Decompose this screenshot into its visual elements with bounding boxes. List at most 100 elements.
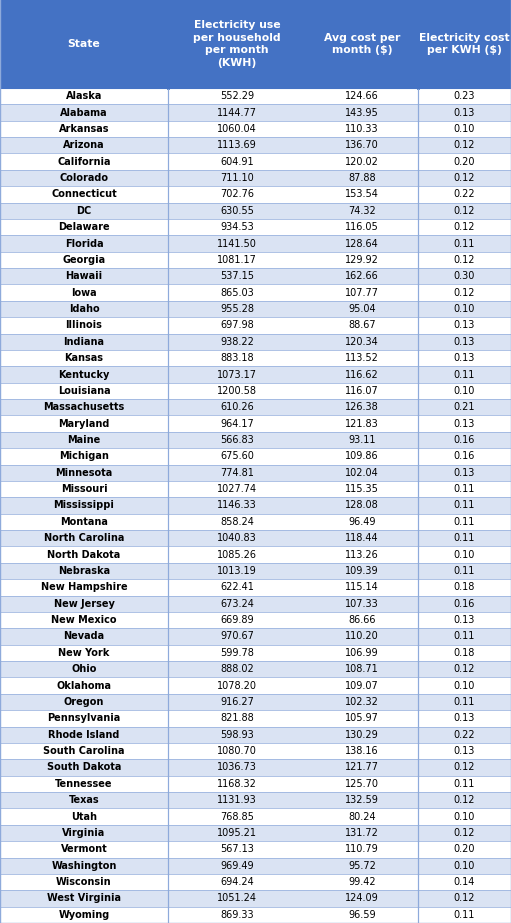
Text: 604.91: 604.91: [220, 157, 254, 167]
Text: New York: New York: [58, 648, 110, 658]
Text: 136.70: 136.70: [345, 140, 379, 150]
Text: 1060.04: 1060.04: [217, 124, 257, 134]
Text: 0.18: 0.18: [454, 582, 475, 593]
Text: 1073.17: 1073.17: [217, 369, 257, 379]
Text: 669.89: 669.89: [220, 615, 254, 625]
Bar: [0, 252, 511, 268]
Bar: [0, 121, 511, 138]
Text: 675.60: 675.60: [220, 451, 254, 462]
Bar: [0, 383, 511, 399]
Text: Vermont: Vermont: [61, 845, 107, 855]
Text: 0.11: 0.11: [454, 631, 475, 641]
Bar: [0, 301, 511, 318]
Text: 1168.32: 1168.32: [217, 779, 257, 789]
Text: 0.23: 0.23: [454, 91, 475, 102]
Text: New Hampshire: New Hampshire: [41, 582, 127, 593]
Bar: [0, 415, 511, 432]
Text: 610.26: 610.26: [220, 402, 254, 413]
Text: 0.10: 0.10: [454, 549, 475, 559]
Text: Kansas: Kansas: [64, 354, 104, 363]
Text: 1080.70: 1080.70: [217, 746, 257, 756]
Text: Ohio: Ohio: [72, 665, 97, 674]
Text: Missouri: Missouri: [61, 485, 107, 494]
Text: Nebraska: Nebraska: [58, 566, 110, 576]
Text: 115.14: 115.14: [345, 582, 379, 593]
Text: Arizona: Arizona: [63, 140, 105, 150]
Text: 109.07: 109.07: [345, 680, 379, 690]
Text: 113.52: 113.52: [345, 354, 379, 363]
Text: Mississippi: Mississippi: [54, 500, 114, 510]
Text: 0.16: 0.16: [454, 451, 475, 462]
Text: Massachusetts: Massachusetts: [43, 402, 125, 413]
Text: Maryland: Maryland: [58, 419, 110, 428]
Bar: [0, 760, 511, 775]
Bar: [0, 514, 511, 530]
Text: Utah: Utah: [71, 811, 97, 821]
Text: 697.98: 697.98: [220, 320, 254, 330]
Text: 0.14: 0.14: [454, 877, 475, 887]
Text: 0.20: 0.20: [454, 157, 475, 167]
Bar: [0, 268, 511, 284]
Text: 0.21: 0.21: [454, 402, 475, 413]
Text: 0.30: 0.30: [454, 271, 475, 282]
Text: Kentucky: Kentucky: [58, 369, 110, 379]
Text: 1040.83: 1040.83: [217, 533, 257, 544]
Text: 694.24: 694.24: [220, 877, 254, 887]
Bar: [0, 891, 511, 906]
Text: 598.93: 598.93: [220, 730, 254, 739]
Text: 0.13: 0.13: [454, 337, 475, 347]
Text: Electricity cost
per KWH ($): Electricity cost per KWH ($): [419, 33, 510, 55]
Text: 1081.17: 1081.17: [217, 255, 257, 265]
Text: 0.11: 0.11: [454, 910, 475, 920]
Text: 673.24: 673.24: [220, 599, 254, 609]
Bar: [0, 432, 511, 449]
Text: California: California: [57, 157, 111, 167]
Text: 95.04: 95.04: [348, 304, 376, 314]
Text: 883.18: 883.18: [220, 354, 254, 363]
Text: 622.41: 622.41: [220, 582, 254, 593]
Text: 938.22: 938.22: [220, 337, 254, 347]
Text: 0.12: 0.12: [454, 828, 475, 838]
Text: 116.05: 116.05: [345, 222, 379, 233]
Text: 865.03: 865.03: [220, 288, 254, 297]
Text: 821.88: 821.88: [220, 713, 254, 724]
Bar: [0, 449, 511, 464]
Text: Virginia: Virginia: [62, 828, 106, 838]
Text: Tennessee: Tennessee: [55, 779, 113, 789]
Text: 120.02: 120.02: [345, 157, 379, 167]
Text: 552.29: 552.29: [220, 91, 254, 102]
Text: 1141.50: 1141.50: [217, 238, 257, 248]
Text: 0.13: 0.13: [454, 468, 475, 478]
Text: 95.72: 95.72: [348, 860, 376, 870]
Text: 115.35: 115.35: [345, 485, 379, 494]
Text: Avg cost per
month ($): Avg cost per month ($): [324, 33, 400, 55]
Bar: [0, 186, 511, 203]
Text: 110.33: 110.33: [345, 124, 379, 134]
Bar: [0, 170, 511, 186]
Text: Alaska: Alaska: [66, 91, 102, 102]
Text: South Dakota: South Dakota: [47, 762, 121, 773]
Text: 0.11: 0.11: [454, 485, 475, 494]
Bar: [0, 546, 511, 563]
Text: 0.13: 0.13: [454, 713, 475, 724]
Text: 162.66: 162.66: [345, 271, 379, 282]
Bar: [0, 874, 511, 891]
Text: 102.04: 102.04: [345, 468, 379, 478]
Text: 131.72: 131.72: [345, 828, 379, 838]
Text: 0.12: 0.12: [454, 140, 475, 150]
Text: 99.42: 99.42: [348, 877, 376, 887]
Text: 0.12: 0.12: [454, 288, 475, 297]
Text: 0.20: 0.20: [454, 845, 475, 855]
Text: 87.88: 87.88: [348, 173, 376, 183]
Text: 106.99: 106.99: [345, 648, 379, 658]
Text: Colorado: Colorado: [59, 173, 108, 183]
Text: 80.24: 80.24: [348, 811, 376, 821]
Text: 102.32: 102.32: [345, 697, 379, 707]
Bar: [0, 366, 511, 383]
Text: 0.16: 0.16: [454, 435, 475, 445]
Bar: [0, 694, 511, 710]
Bar: [0, 677, 511, 694]
Text: 970.67: 970.67: [220, 631, 254, 641]
Text: 124.09: 124.09: [345, 893, 379, 904]
Text: Alabama: Alabama: [60, 108, 108, 117]
